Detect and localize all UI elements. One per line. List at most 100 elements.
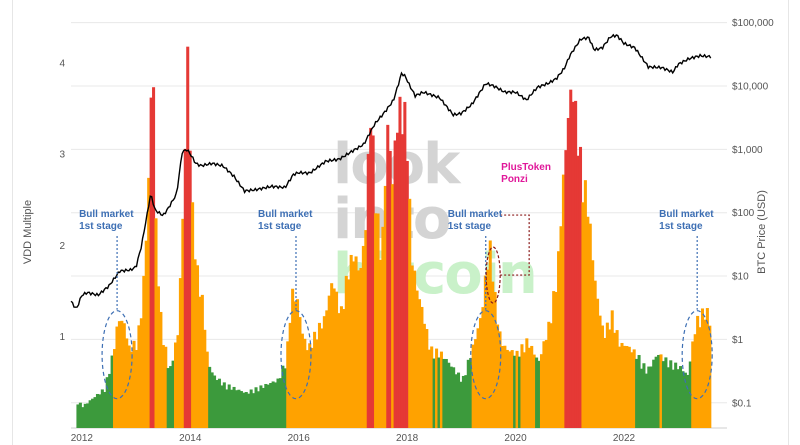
- vdd-bar: [647, 366, 651, 428]
- vdd-bar: [186, 46, 190, 429]
- vdd-bar: [93, 397, 97, 428]
- vdd-bar: [566, 117, 570, 429]
- vdd-bar: [430, 346, 434, 428]
- vdd-bar: [400, 134, 404, 428]
- vdd-bar: [332, 288, 336, 428]
- vdd-bar: [317, 322, 321, 428]
- vdd-bar: [295, 299, 300, 428]
- vdd-bar: [549, 323, 553, 428]
- vdd-bar: [630, 352, 634, 428]
- vdd-bar: [654, 356, 658, 428]
- vdd-bar: [327, 295, 331, 428]
- vdd-bar: [242, 392, 246, 428]
- vdd-bar: [474, 339, 478, 428]
- vdd-bar: [661, 361, 665, 428]
- vdd-bar: [103, 392, 107, 428]
- x-tick-label: 2016: [288, 433, 311, 444]
- vdd-bar: [356, 270, 361, 428]
- vdd-bar: [244, 392, 248, 428]
- vdd-bar: [396, 132, 400, 429]
- vdd-bar: [95, 393, 99, 428]
- vdd-bar: [386, 124, 390, 429]
- vdd-bar: [283, 368, 287, 428]
- vdd-bar: [508, 351, 512, 428]
- vdd-bar: [437, 357, 441, 428]
- x-tick-label: 2020: [504, 433, 527, 444]
- vdd-bar: [525, 338, 529, 428]
- vdd-bar: [669, 360, 673, 428]
- vdd-bar: [461, 375, 465, 428]
- vdd-bar: [488, 240, 492, 428]
- vdd-bar: [81, 407, 85, 428]
- vdd-bar: [652, 359, 656, 428]
- vdd-bar: [569, 89, 573, 429]
- vdd-bar: [478, 318, 483, 428]
- vdd-bar: [254, 387, 258, 428]
- vdd-bar: [252, 393, 256, 428]
- vdd-bar: [335, 291, 339, 428]
- vdd-bar: [583, 180, 587, 428]
- vdd-bar: [679, 366, 683, 428]
- vdd-bar: [313, 331, 317, 428]
- vdd-bar: [657, 354, 661, 428]
- vdd-bar: [208, 366, 212, 428]
- vdd-bar: [613, 332, 617, 428]
- vdd-bar: [213, 375, 217, 428]
- vdd-bar: [586, 216, 590, 428]
- vdd-bar: [369, 127, 373, 428]
- vdd-bar: [113, 349, 117, 428]
- vdd-bar: [178, 278, 182, 428]
- bull-market-label: Bull market: [448, 209, 503, 220]
- vdd-bar: [476, 328, 480, 428]
- vdd-bar: [286, 341, 290, 428]
- vdd-bar: [235, 390, 239, 428]
- vdd-bar: [510, 350, 514, 428]
- vdd-bar: [659, 354, 663, 428]
- vdd-bar: [269, 383, 273, 428]
- vdd-bar: [627, 346, 631, 428]
- vdd-bar: [149, 97, 153, 429]
- vdd-bar: [139, 318, 143, 428]
- y-axis-left: 1 2 3 4: [59, 58, 65, 343]
- vdd-bar: [520, 344, 524, 428]
- vdd-bar: [527, 347, 531, 428]
- vdd-bar: [532, 354, 536, 428]
- vdd-bar: [408, 198, 412, 428]
- vdd-bar: [644, 373, 648, 428]
- bull-market-ellipse: [681, 310, 713, 400]
- plustoken-label: PlusToken: [501, 162, 551, 173]
- vdd-bar: [459, 381, 463, 428]
- bull-market-stage-label: 1st stage: [79, 221, 123, 232]
- vdd-bar: [686, 374, 690, 428]
- vdd-bar: [276, 378, 280, 428]
- vdd-bar: [105, 377, 109, 428]
- vdd-bar: [232, 386, 236, 428]
- vdd-bar: [181, 218, 185, 428]
- vdd-bar: [442, 358, 446, 428]
- vdd-bar: [108, 373, 112, 428]
- y2-tick-label: $10,000: [732, 81, 769, 92]
- vdd-bar: [635, 358, 639, 428]
- vdd-bar: [225, 389, 229, 428]
- vdd-bar: [88, 400, 92, 428]
- vdd-bar: [610, 310, 614, 428]
- vdd-bar: [554, 292, 558, 428]
- vdd-bar: [366, 153, 370, 428]
- y2-axis-title: BTC Price (USD): [756, 190, 768, 274]
- vdd-bar: [547, 321, 551, 428]
- vdd-bar: [305, 350, 309, 428]
- vdd-bar: [293, 301, 297, 428]
- vdd-bar: [535, 357, 539, 428]
- vdd-bar: [100, 389, 104, 428]
- vdd-bar: [449, 366, 453, 428]
- y-tick-label: 1: [59, 332, 65, 343]
- vdd-bar: [420, 306, 424, 428]
- vdd-bar: [230, 389, 234, 428]
- vdd-bar: [415, 290, 419, 428]
- vdd-bar: [156, 286, 160, 428]
- vdd-bar: [471, 344, 475, 428]
- vdd-bar: [539, 354, 543, 428]
- vdd-bar: [320, 328, 324, 428]
- vdd-bar: [291, 288, 295, 428]
- vdd-bar: [147, 177, 151, 428]
